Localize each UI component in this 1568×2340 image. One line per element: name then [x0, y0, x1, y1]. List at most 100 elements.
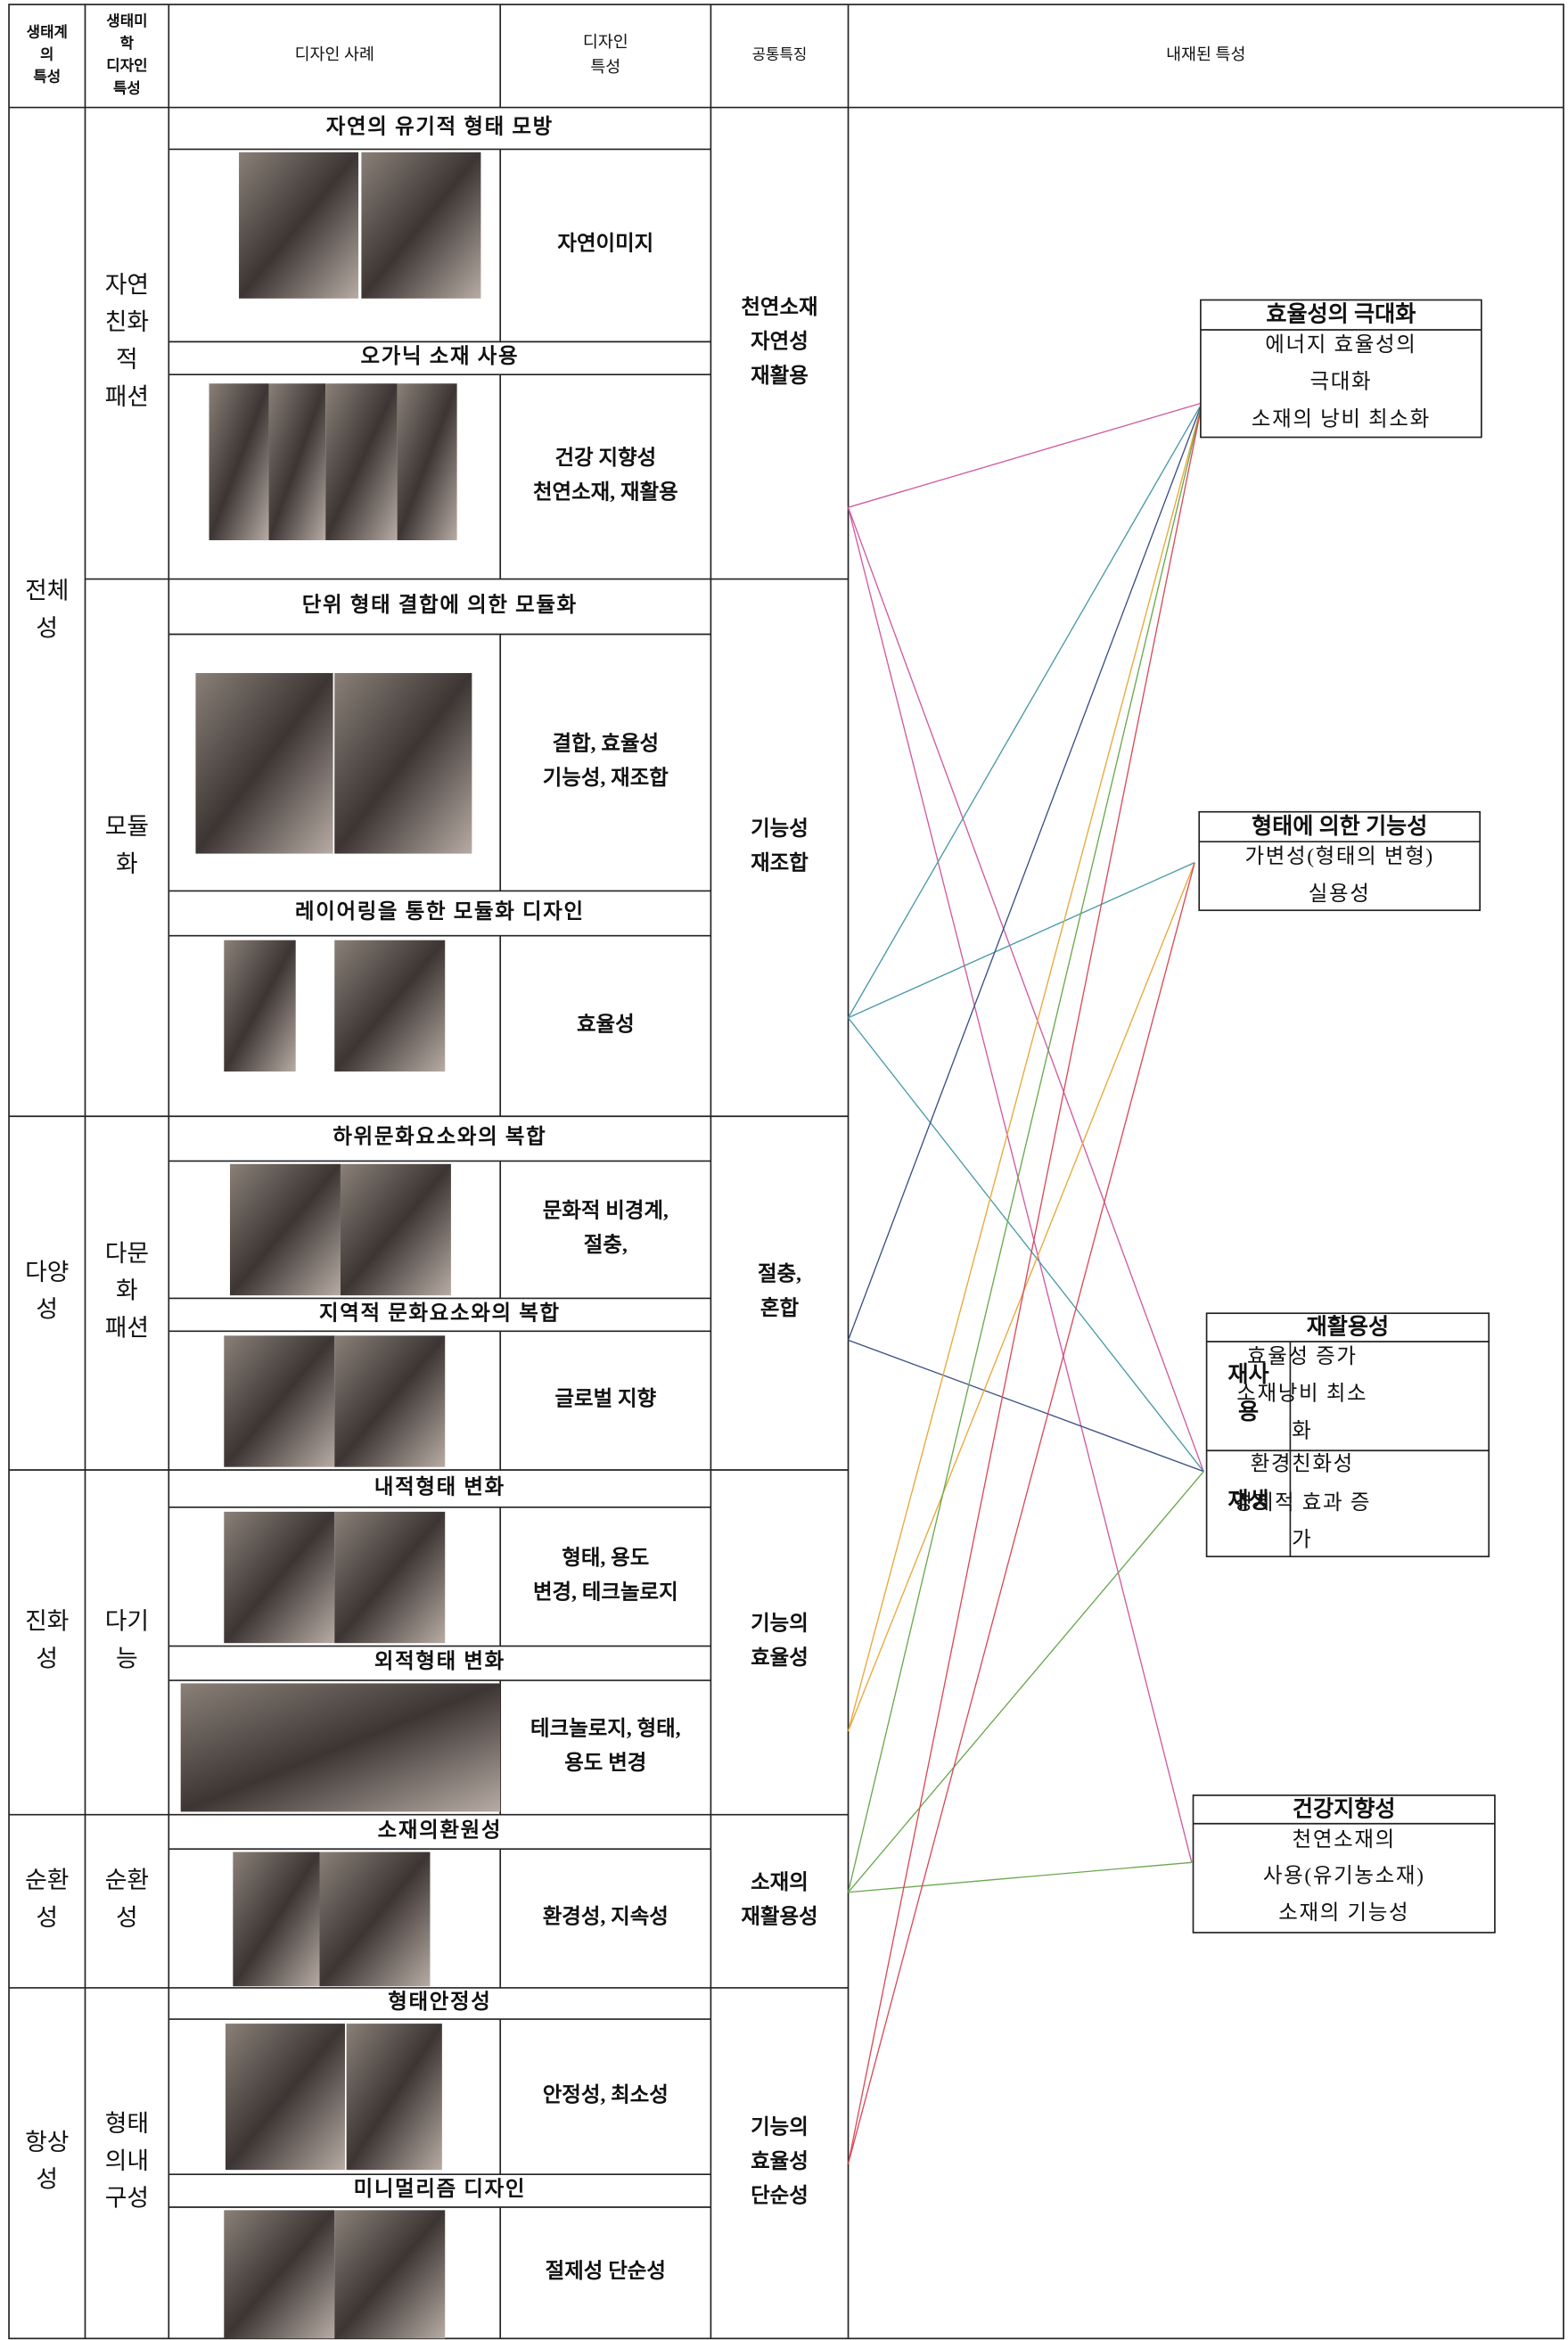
inherent-part-label: 재생 — [1227, 1489, 1268, 1514]
inherent-line: 가 — [1292, 1528, 1312, 1552]
inherent-box — [1205, 1312, 1490, 1557]
header-common: 공통특징 — [752, 46, 808, 63]
aesthetic-label: 친화 — [105, 308, 149, 335]
aesthetic-label: 능 — [116, 1645, 138, 1671]
case-photo — [334, 1511, 446, 1644]
design-feature: 천연소재, 재활용 — [533, 480, 678, 505]
common-feature: 천연소재 — [741, 295, 817, 319]
case-photo — [346, 2024, 442, 2171]
inherent-line: 극대화 — [1309, 370, 1372, 394]
design-feature: 용도 변경 — [564, 1751, 646, 1775]
inherent-part-label: 재사 — [1227, 1362, 1268, 1387]
aesthetic-label: 화 — [116, 850, 138, 877]
ecosystem-label: 성 — [36, 2166, 58, 2193]
header-aesthetic: 특성 — [113, 79, 141, 96]
case-photo — [340, 1163, 451, 1296]
inherent-line: 환경친화성 — [1251, 1451, 1354, 1475]
connector — [848, 402, 1203, 508]
connector — [848, 1861, 1192, 1893]
aesthetic-label: 형태 — [105, 2110, 149, 2137]
connector — [847, 402, 1203, 1341]
case-title: 오가닉 소재 사용 — [360, 344, 519, 368]
case-photo — [325, 383, 398, 541]
inherent-line: 경제적 효과 증 — [1234, 1490, 1372, 1515]
common-feature: 절충, — [758, 1262, 801, 1286]
case-title: 소재의환원성 — [378, 1818, 502, 1842]
case-photo — [233, 1851, 320, 1987]
ecosystem-label: 성 — [36, 1645, 58, 1671]
inherent-line: 화 — [1292, 1420, 1312, 1443]
header-ecosystem: 생태계 — [27, 24, 68, 41]
common-feature: 재활용 — [751, 364, 809, 388]
common-feature: 효율성 — [751, 1646, 809, 1670]
design-feature: 글로벌 지향 — [554, 1387, 656, 1411]
common-feature: 재활용성 — [741, 1904, 817, 1928]
ecosystem-label: 성 — [36, 1296, 58, 1323]
design-feature: 안정성, 최소성 — [543, 2083, 669, 2107]
case-photo — [397, 383, 457, 541]
case-photo — [224, 1335, 335, 1467]
inherent-line: 소재낭비 최소 — [1236, 1382, 1367, 1406]
case-photo — [334, 940, 446, 1072]
connector — [847, 507, 1193, 1863]
common-feature: 기능성 — [751, 817, 809, 841]
inherent-line: 사용(유기농소재) — [1263, 1863, 1425, 1887]
case-title: 외적형태 변화 — [374, 1649, 505, 1673]
inherent-line: 효율성 증가 — [1247, 1344, 1358, 1368]
common-feature: 자연성 — [751, 329, 809, 353]
header-aesthetic: 디자인 — [106, 57, 147, 74]
design-feature: 변경, 테크놀로지 — [533, 1580, 678, 1604]
case-title: 지역적 문화요소와의 복합 — [319, 1301, 561, 1325]
common-feature: 재조합 — [751, 851, 809, 875]
header-aesthetic: 학 — [120, 35, 135, 52]
case-photo — [209, 383, 269, 541]
case-photo — [334, 2210, 446, 2339]
design-feature: 건강 지향성 — [554, 446, 656, 470]
case-title: 내적형태 변화 — [374, 1474, 505, 1498]
inherent-title: 효율성의 극대화 — [1266, 302, 1416, 327]
connector — [847, 402, 1203, 1893]
inherent-title: 재활용성 — [1307, 1315, 1389, 1340]
design-feature: 문화적 비경계, — [543, 1199, 669, 1223]
design-feature: 기능성, 재조합 — [543, 766, 669, 790]
case-photo — [319, 1851, 431, 1987]
case-title: 레이어링을 통한 모듈화 디자인 — [295, 899, 585, 924]
connector — [847, 862, 1195, 2164]
inherent-line: 에너지 효율성의 — [1265, 333, 1416, 357]
common-feature: 기능의 — [751, 1611, 809, 1635]
inherent-title: 건강지향성 — [1293, 1796, 1396, 1821]
aesthetic-label: 모듈 — [105, 813, 149, 840]
case-title: 형태안정성 — [388, 1990, 491, 2014]
common-feature: 기능의 — [751, 2114, 809, 2139]
case-photo — [180, 1683, 501, 1812]
aesthetic-label: 순환 — [105, 1867, 149, 1893]
header-ecosystem: 특성 — [33, 69, 61, 86]
connector — [847, 402, 1203, 1019]
case-title: 미니멀리즘 디자인 — [354, 2177, 527, 2201]
case-photo — [195, 673, 333, 854]
aesthetic-label: 자연 — [105, 271, 149, 298]
design-feature: 자연이미지 — [557, 232, 653, 256]
ecosystem-label: 성 — [36, 1904, 58, 1931]
connector — [848, 1017, 1204, 1473]
header-ecosystem: 의 — [40, 46, 53, 63]
inherent-line: 소재의 기능성 — [1278, 1901, 1409, 1925]
case-photo — [224, 2210, 335, 2339]
design-feature: 효율성 — [577, 1012, 635, 1036]
ecosystem-label: 전체 — [25, 578, 69, 604]
design-feature: 결합, 효율성 — [553, 732, 660, 756]
case-photo — [239, 152, 359, 299]
ecosystem-label: 성 — [36, 614, 58, 641]
ecosystem-label: 다양 — [25, 1259, 69, 1285]
ecosystem-label: 진화 — [25, 1608, 69, 1635]
header-feature: 디자인 — [583, 33, 628, 51]
connector — [847, 506, 1204, 1472]
inherent-line: 가변성(형태의 변형) — [1244, 844, 1433, 868]
ecosystem-label: 순환 — [25, 1867, 69, 1893]
common-feature: 효율성 — [751, 2149, 809, 2173]
connector — [847, 402, 1203, 1732]
case-photo — [268, 383, 326, 541]
design-feature: 절충, — [584, 1233, 628, 1257]
design-feature: 테크놀로지, 형태, — [530, 1717, 681, 1741]
